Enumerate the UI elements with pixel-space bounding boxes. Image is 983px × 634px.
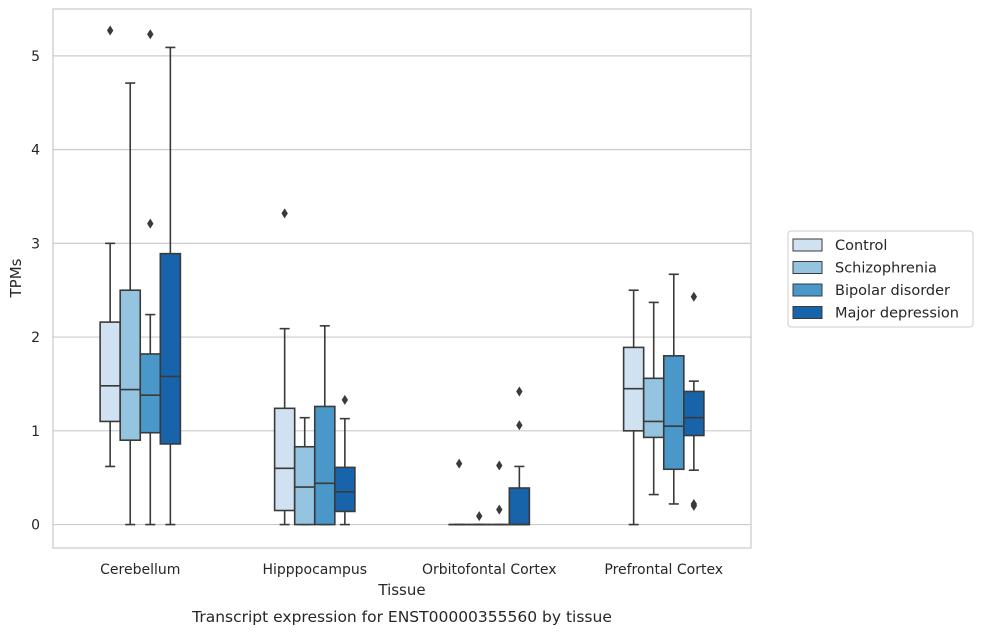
legend-swatch <box>792 261 823 274</box>
y-tick-label: 5 <box>31 49 40 65</box>
series-major-depression <box>159 46 705 526</box>
legend-label: Schizophrenia <box>835 261 937 277</box>
box-body <box>313 405 336 526</box>
legend-swatch <box>792 238 823 252</box>
y-tick-label: 3 <box>31 236 40 252</box>
box <box>508 386 531 526</box>
plot-area-frame <box>52 8 752 549</box>
outlier-point <box>476 511 483 522</box>
outlier-point <box>690 498 698 509</box>
outlier-point <box>147 218 154 229</box>
outlier-point <box>516 386 523 397</box>
y-tick-label: 2 <box>31 330 40 346</box>
box <box>662 273 685 505</box>
legend-swatch <box>792 283 823 297</box>
box-body <box>293 445 316 526</box>
box <box>488 460 511 526</box>
box <box>334 394 356 526</box>
box-body <box>662 355 685 471</box>
legend-swatch <box>792 306 823 319</box>
box-body <box>642 377 665 439</box>
y-tick-label: 0 <box>31 518 40 534</box>
box <box>622 289 645 526</box>
outlier-point <box>496 504 503 515</box>
box <box>313 325 336 526</box>
outlier-point <box>516 420 523 431</box>
y-tick-label: 4 <box>31 143 40 159</box>
box-groups <box>99 25 705 526</box>
legend-label: Control <box>835 238 887 254</box>
chart-caption: Transcript expression for ENST0000035556… <box>191 608 612 626</box>
x-tick-label: Cerebellum <box>100 562 180 578</box>
legend-frame <box>787 230 974 328</box>
box-body <box>273 407 296 512</box>
x-tick-label: Orbitofontal Cortex <box>422 562 557 578</box>
box <box>159 46 182 526</box>
box <box>273 208 296 526</box>
box <box>139 29 162 526</box>
x-axis-ticks: Cerebellum Hipppocampus Orbitofontal Corte… <box>100 562 723 578</box>
series-schizophrenia <box>119 82 665 526</box>
outlier-point <box>455 458 463 469</box>
outlier-point <box>106 25 114 36</box>
box-body <box>334 466 356 513</box>
box-body <box>99 321 121 423</box>
box-body <box>683 390 705 437</box>
y-tick-label: 1 <box>31 424 40 440</box>
box-body <box>119 289 142 441</box>
legend-label: Major depression <box>835 306 959 322</box>
box-body <box>139 353 162 434</box>
legend-label: Bipolar disorder <box>835 283 950 299</box>
series-control <box>99 25 645 526</box>
box <box>683 291 705 511</box>
y-axis-ticks: 0 1 2 3 4 5 <box>31 49 40 534</box>
outlier-point <box>281 208 288 219</box>
outlier-point <box>496 460 503 471</box>
series-bipolar-disorder <box>139 29 685 526</box>
box-body <box>508 487 531 526</box>
x-tick-label: Hipppocampus <box>262 562 367 578</box>
x-axis-label: Tissue <box>377 581 425 599</box>
legend: Control Schizophrenia Bipolar disorder Majo… <box>787 230 974 328</box>
outlier-point <box>147 29 154 40</box>
box-body <box>159 252 182 445</box>
outlier-point <box>690 291 698 302</box>
box <box>642 301 665 496</box>
box <box>448 458 470 526</box>
y-axis-label: TPMs <box>7 258 25 298</box>
x-tick-label: Prefrontal Cortex <box>604 562 723 578</box>
outlier-point <box>341 394 349 405</box>
